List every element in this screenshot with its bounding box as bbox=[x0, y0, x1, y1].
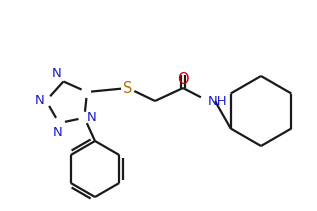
Text: N: N bbox=[52, 68, 61, 80]
Text: N: N bbox=[34, 94, 44, 107]
Text: O: O bbox=[177, 72, 189, 87]
Text: N: N bbox=[53, 126, 63, 139]
Text: N: N bbox=[86, 111, 96, 124]
Text: NH: NH bbox=[208, 95, 228, 107]
Text: S: S bbox=[123, 81, 133, 96]
